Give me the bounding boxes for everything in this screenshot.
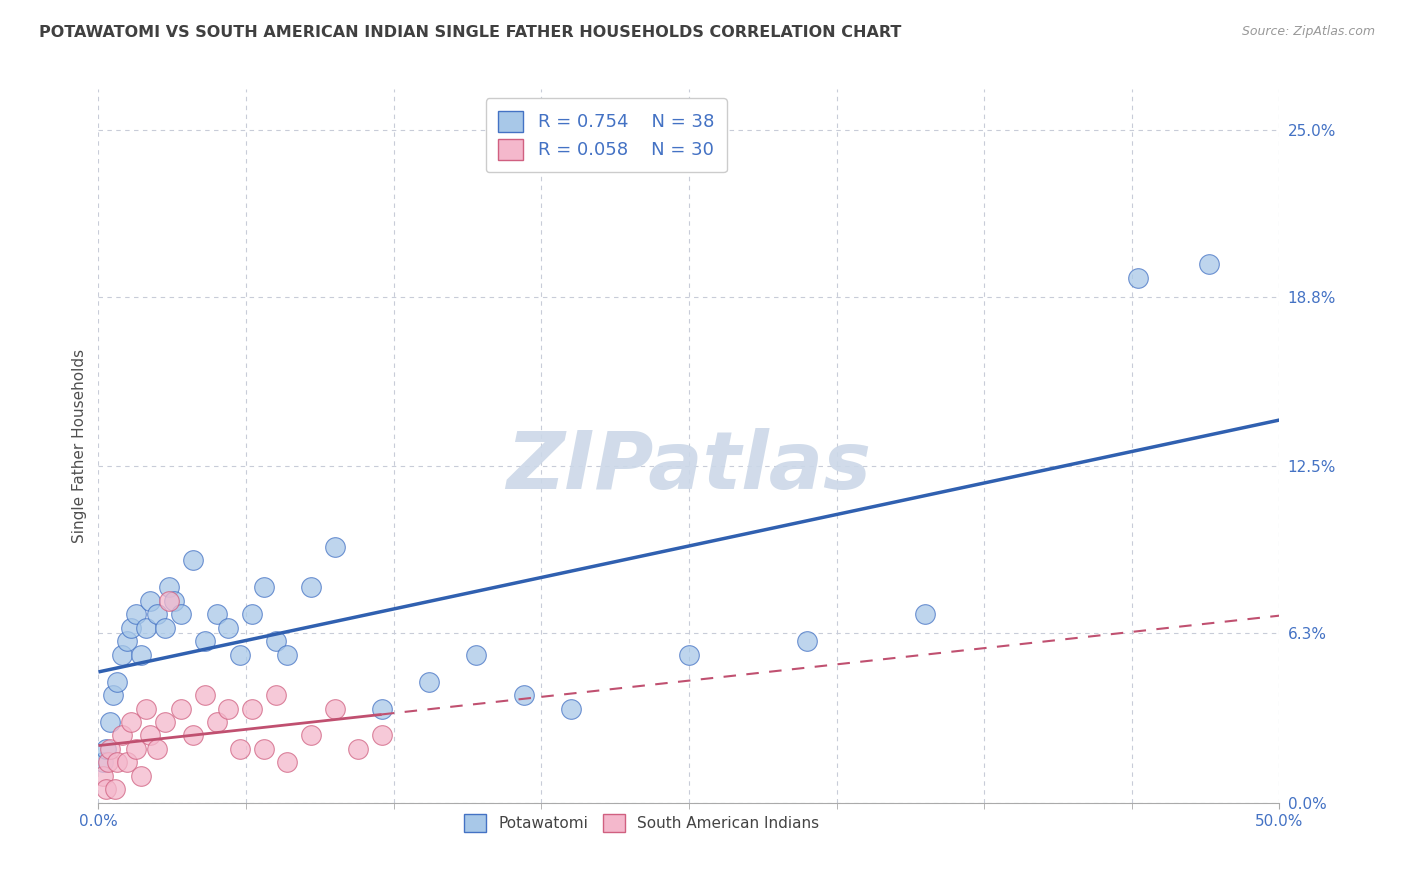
Point <box>371 729 394 743</box>
Point <box>101 688 124 702</box>
Point <box>139 594 162 608</box>
Point <box>194 688 217 702</box>
Point <box>104 782 127 797</box>
Point <box>205 607 228 622</box>
Point <box>276 648 298 662</box>
Point <box>796 634 818 648</box>
Point <box>135 701 157 715</box>
Point <box>347 742 370 756</box>
Point <box>163 594 186 608</box>
Text: ZIPatlas: ZIPatlas <box>506 428 872 507</box>
Point <box>181 553 204 567</box>
Point <box>299 729 322 743</box>
Point <box>97 756 120 770</box>
Point <box>157 580 180 594</box>
Point <box>253 742 276 756</box>
Point <box>105 756 128 770</box>
Point <box>229 742 252 756</box>
Point <box>240 607 263 622</box>
Point <box>91 769 114 783</box>
Point <box>111 729 134 743</box>
Point <box>418 674 440 689</box>
Point <box>91 756 114 770</box>
Point <box>194 634 217 648</box>
Point <box>121 714 143 729</box>
Point <box>229 648 252 662</box>
Point <box>129 648 152 662</box>
Point <box>139 729 162 743</box>
Point <box>115 756 138 770</box>
Point <box>170 701 193 715</box>
Point <box>264 688 287 702</box>
Point <box>115 634 138 648</box>
Point <box>125 742 148 756</box>
Point <box>323 701 346 715</box>
Point <box>129 769 152 783</box>
Y-axis label: Single Father Households: Single Father Households <box>72 349 87 543</box>
Point <box>678 648 700 662</box>
Point <box>153 621 176 635</box>
Point <box>121 621 143 635</box>
Point <box>146 607 169 622</box>
Point <box>105 674 128 689</box>
Point <box>170 607 193 622</box>
Point <box>217 701 239 715</box>
Point <box>98 714 121 729</box>
Point <box>276 756 298 770</box>
Point <box>98 742 121 756</box>
Point <box>94 782 117 797</box>
Point <box>914 607 936 622</box>
Point <box>253 580 276 594</box>
Point <box>205 714 228 729</box>
Point <box>264 634 287 648</box>
Point <box>146 742 169 756</box>
Point <box>240 701 263 715</box>
Point <box>153 714 176 729</box>
Point <box>135 621 157 635</box>
Point <box>157 594 180 608</box>
Point <box>1198 257 1220 271</box>
Point <box>111 648 134 662</box>
Point <box>94 742 117 756</box>
Point <box>181 729 204 743</box>
Point <box>371 701 394 715</box>
Legend: Potawatomi, South American Indians: Potawatomi, South American Indians <box>458 808 825 838</box>
Text: POTAWATOMI VS SOUTH AMERICAN INDIAN SINGLE FATHER HOUSEHOLDS CORRELATION CHART: POTAWATOMI VS SOUTH AMERICAN INDIAN SING… <box>39 25 901 40</box>
Text: Source: ZipAtlas.com: Source: ZipAtlas.com <box>1241 25 1375 38</box>
Point <box>1126 270 1149 285</box>
Point <box>512 688 534 702</box>
Point <box>125 607 148 622</box>
Point <box>465 648 488 662</box>
Point <box>217 621 239 635</box>
Point <box>560 701 582 715</box>
Point <box>323 540 346 554</box>
Point <box>299 580 322 594</box>
